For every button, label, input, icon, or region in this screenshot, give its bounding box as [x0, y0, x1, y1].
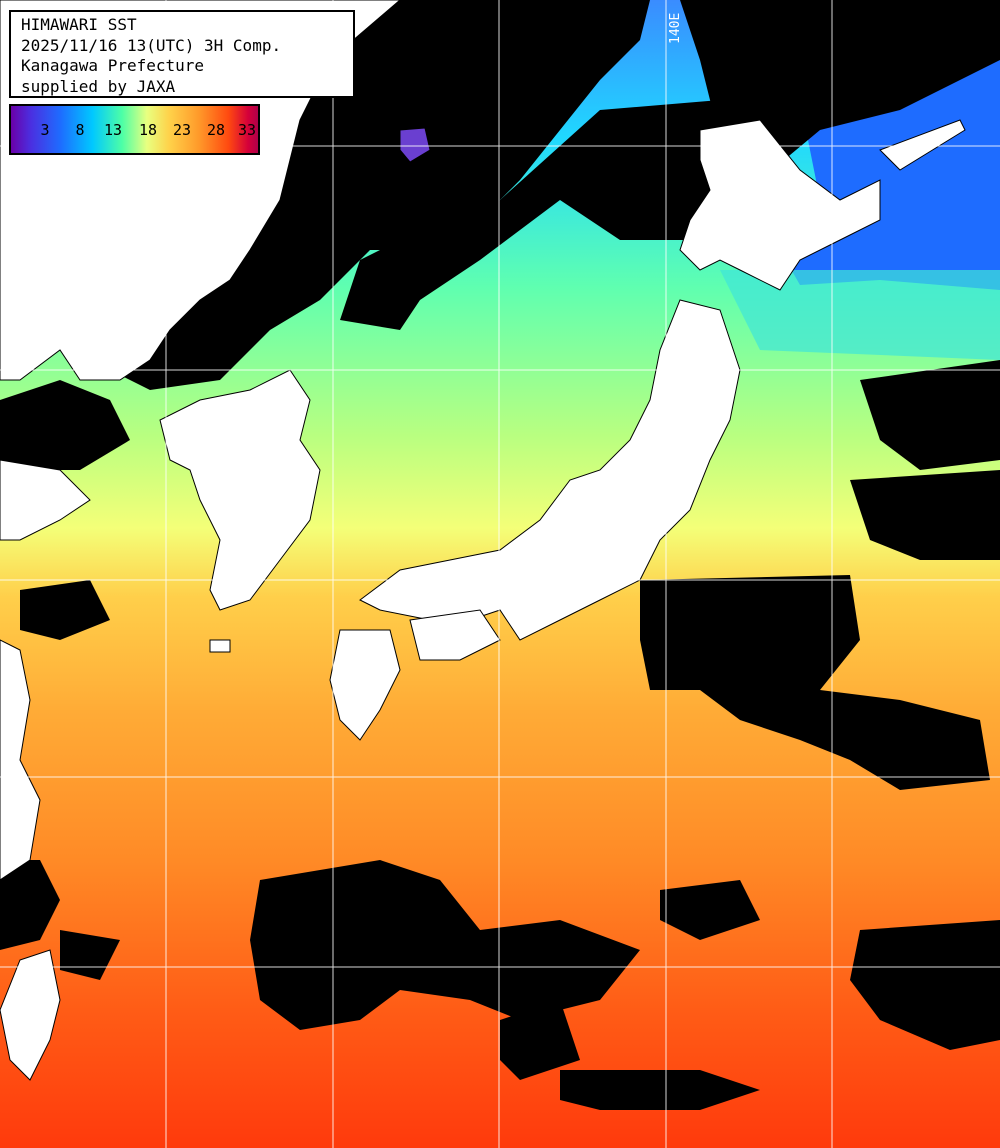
info-date: 2025/11/16 13(UTC) 3H Comp.: [21, 35, 282, 55]
legend-tick-8: 8: [75, 121, 85, 139]
legend-tick-28: 28: [206, 121, 226, 139]
info-region: Kanagawa Prefecture: [21, 56, 205, 75]
cool-water-ne: [720, 270, 1000, 360]
lat-label-40n: 40N: [14, 352, 38, 367]
legend-tick-3: 3: [40, 121, 50, 139]
legend-tick-13: 13: [103, 121, 123, 139]
info-source: supplied by JAXA: [21, 76, 176, 96]
legend-ticks: 3 8 13 18 23 28 33: [11, 121, 258, 141]
legend-tick-33: 33: [237, 121, 257, 139]
color-legend: 3 8 13 18 23 28 33: [9, 104, 260, 155]
info-box: HIMAWARI SST 2025/11/16 13(UTC) 3H Comp.…: [9, 10, 355, 98]
legend-tick-18: 18: [138, 121, 158, 139]
info-title: HIMAWARI SST: [21, 15, 137, 34]
lon-label-140e: 140E: [668, 12, 683, 44]
legend-tick-23: 23: [172, 121, 192, 139]
